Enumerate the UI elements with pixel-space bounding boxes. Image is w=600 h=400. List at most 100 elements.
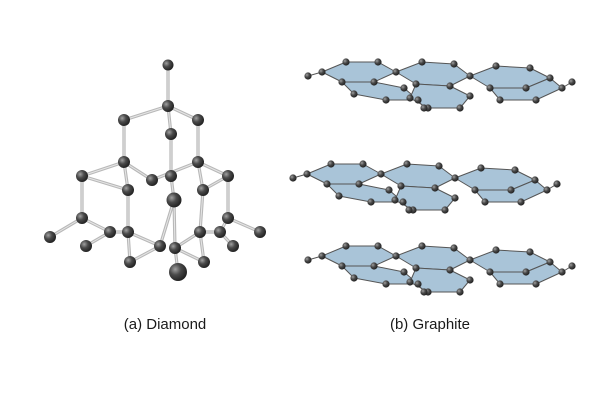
diamond-atom: [222, 170, 234, 182]
diamond-atom: [118, 114, 130, 126]
graphite-atom: [335, 192, 343, 200]
graphite-atom: [522, 84, 530, 92]
graphite-atom: [546, 74, 554, 82]
graphite-atom: [367, 198, 375, 206]
graphite-atom: [382, 96, 390, 104]
graphite-atom: [289, 174, 297, 182]
graphite-atom: [418, 58, 426, 66]
diamond-atom: [214, 226, 226, 238]
graphite-atom: [568, 262, 576, 270]
diamond-atom: [166, 192, 182, 208]
diamond-atom: [80, 240, 92, 252]
graphite-atom: [568, 78, 576, 86]
diamond-atom: [227, 240, 239, 252]
graphite-atom: [543, 186, 551, 194]
diamond-atom: [169, 242, 181, 254]
graphite-atom: [391, 196, 399, 204]
graphite-atom: [558, 268, 566, 276]
diamond-atom: [169, 263, 187, 281]
graphite-hexagon: [380, 163, 456, 189]
diamond-atom: [162, 59, 174, 71]
diamond-atom: [192, 156, 204, 168]
graphite-atom: [359, 160, 367, 168]
graphite-atom: [342, 242, 350, 250]
graphite-atom: [466, 276, 474, 284]
graphite-atom: [471, 186, 479, 194]
graphite-atom: [399, 198, 407, 206]
graphite-layer: [304, 242, 576, 296]
graphite-atom: [466, 72, 474, 80]
graphite-hexagon: [409, 83, 471, 109]
graphite-atom: [318, 252, 326, 260]
graphite-atom: [481, 198, 489, 206]
graphite-atom: [418, 242, 426, 250]
graphite-hexagon: [321, 245, 397, 267]
diamond-structure: [44, 59, 266, 281]
graphite-layer: [304, 58, 576, 112]
graphite-atom: [385, 186, 393, 194]
graphite-atom: [400, 84, 408, 92]
graphite-atom: [486, 84, 494, 92]
graphite-atom: [477, 164, 485, 172]
graphite-atom: [304, 256, 312, 264]
graphite-atom: [374, 58, 382, 66]
graphite-atom: [431, 184, 439, 192]
graphite-hexagon: [395, 245, 471, 271]
graphite-hexagon: [394, 185, 456, 211]
graphite-atom: [446, 266, 454, 274]
diamond-atom: [165, 170, 177, 182]
graphite-atom: [392, 252, 400, 260]
diamond-bonds: [48, 63, 262, 274]
graphite-atom: [318, 68, 326, 76]
graphite-atom: [522, 268, 530, 276]
graphite-atom: [492, 62, 500, 70]
graphite-atom: [323, 180, 331, 188]
graphite-atom: [338, 262, 346, 270]
diamond-bond-highlight: [159, 199, 175, 247]
diamond-bond-highlight: [81, 161, 125, 177]
diamond-bond-highlight: [49, 217, 83, 238]
diamond-atom: [122, 226, 134, 238]
graphite-atom: [450, 60, 458, 68]
graphite-atom: [406, 94, 414, 102]
graphite-atom: [531, 176, 539, 184]
graphite-atom: [553, 180, 561, 188]
graphite-hexagon: [321, 61, 397, 83]
diamond-atom: [118, 156, 130, 168]
graphite-atom: [451, 174, 459, 182]
graphite-atom: [405, 206, 413, 214]
diamond-atom: [192, 114, 204, 126]
diamond-atom: [122, 184, 134, 196]
graphite-atom: [450, 244, 458, 252]
graphite-atom: [377, 170, 385, 178]
graphite-atom: [382, 280, 390, 288]
graphite-atom: [342, 58, 350, 66]
graphite-atom: [511, 166, 519, 174]
diamond-atom: [76, 170, 88, 182]
diamond-bond-highlight: [81, 175, 129, 191]
diamond-atom: [222, 212, 234, 224]
graphite-atom: [456, 104, 464, 112]
graphite-layer: [289, 160, 561, 214]
graphite-atom: [420, 104, 428, 112]
graphite-atom: [338, 78, 346, 86]
graphite-atom: [412, 264, 420, 272]
graphite-atom: [414, 96, 422, 104]
diamond-atom: [124, 256, 136, 268]
diamond-bond-highlight: [173, 199, 176, 249]
graphite-atom: [496, 96, 504, 104]
graphite-atom: [532, 96, 540, 104]
graphite-atom: [304, 72, 312, 80]
graphite-atom: [492, 246, 500, 254]
graphite-hexagon: [306, 163, 382, 185]
diamond-bond-highlight: [123, 105, 169, 121]
graphite-atom: [446, 82, 454, 90]
graphite-atom: [350, 274, 358, 282]
graphite-atom: [486, 268, 494, 276]
diamond-bond-highlight: [199, 189, 204, 233]
graphite-hexagon: [409, 267, 471, 293]
diamond-atom: [254, 226, 266, 238]
graphite-atom: [412, 80, 420, 88]
graphite-atom: [546, 258, 554, 266]
